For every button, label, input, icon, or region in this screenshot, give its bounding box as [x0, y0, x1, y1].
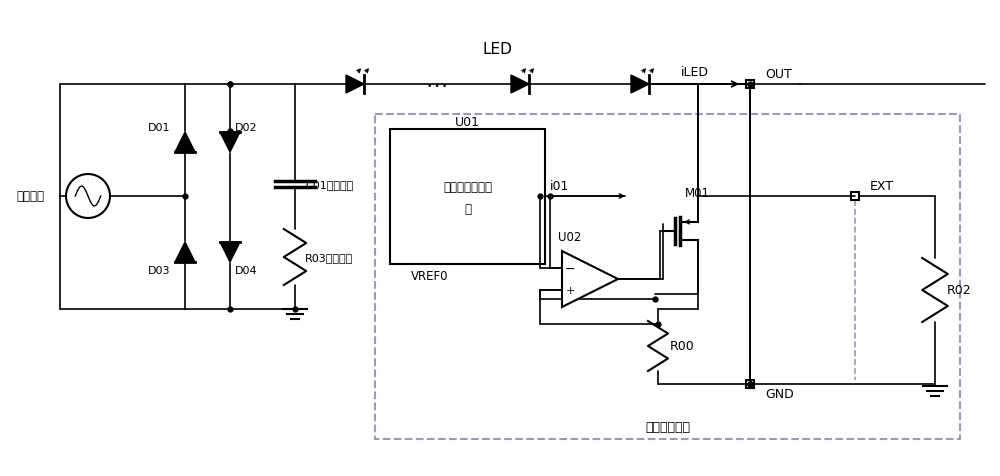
Text: VREF0: VREF0 — [411, 270, 449, 283]
Text: −: − — [565, 262, 575, 275]
Text: D04: D04 — [235, 266, 258, 276]
Polygon shape — [562, 251, 618, 307]
Polygon shape — [346, 76, 364, 94]
Text: U01: U01 — [455, 115, 480, 128]
Text: i01: i01 — [550, 180, 569, 193]
Text: 交流输入: 交流输入 — [16, 190, 44, 203]
Text: C01（可选）: C01（可选） — [305, 179, 353, 189]
Text: M01: M01 — [685, 187, 710, 200]
Text: ⋯: ⋯ — [426, 75, 448, 95]
Text: LED: LED — [482, 42, 512, 58]
Polygon shape — [175, 133, 195, 153]
Polygon shape — [175, 242, 195, 262]
Polygon shape — [631, 76, 649, 94]
Polygon shape — [220, 133, 240, 153]
Text: OUT: OUT — [765, 69, 792, 81]
Text: iLED: iLED — [681, 66, 709, 79]
Text: 路: 路 — [464, 203, 471, 216]
Bar — [851, 193, 859, 200]
Bar — [746, 81, 754, 89]
Text: GND: GND — [765, 387, 794, 401]
Bar — [375, 115, 960, 439]
Text: R02: R02 — [947, 284, 972, 297]
Text: 电流控制电路: 电流控制电路 — [645, 421, 690, 434]
Text: R00: R00 — [670, 340, 695, 353]
Text: +: + — [565, 285, 575, 295]
Text: U02: U02 — [558, 231, 582, 244]
Bar — [390, 130, 545, 265]
Bar — [746, 380, 754, 388]
Polygon shape — [220, 242, 240, 262]
Text: D03: D03 — [148, 266, 170, 276]
Text: EXT: EXT — [870, 180, 894, 193]
Text: D02: D02 — [235, 123, 258, 133]
Text: 参考电压产生电: 参考电压产生电 — [443, 180, 492, 194]
Text: D01: D01 — [148, 123, 170, 133]
Text: R03（可选）: R03（可选） — [305, 252, 353, 262]
Polygon shape — [511, 76, 529, 94]
